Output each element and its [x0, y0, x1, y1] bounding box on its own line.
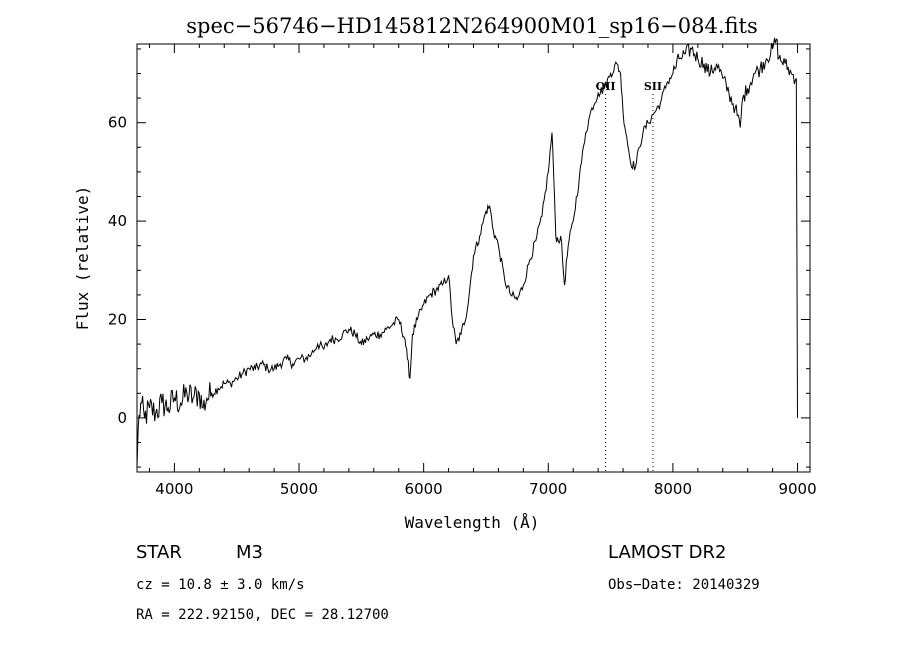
- object-subclass-label: M3: [236, 542, 263, 563]
- x-tick-label: 4000: [155, 480, 193, 498]
- x-tick-label: 5000: [280, 480, 318, 498]
- x-tick-label: 9000: [778, 480, 816, 498]
- spectrum-series-line: [136, 37, 798, 468]
- chart-title: spec−56746−HD145812N264900M01_sp16−084.f…: [186, 14, 758, 38]
- y-axis-label: Flux (relative): [73, 186, 92, 331]
- y-axis-ticks: 0 20 40 60: [108, 48, 810, 468]
- object-class-label: STAR: [136, 542, 182, 563]
- x-axis-label: Wavelength (Å): [405, 513, 540, 532]
- survey-label: LAMOST DR2: [608, 542, 726, 563]
- x-tick-label: 7000: [529, 480, 567, 498]
- y-tick-label: 20: [108, 310, 127, 328]
- annotation-label: SII: [644, 80, 662, 93]
- y-tick-label: 0: [117, 409, 127, 427]
- coordinates-text: RA = 222.92150, DEC = 28.12700: [136, 607, 389, 623]
- redshift-text: cz = 10.8 ± 3.0 km/s: [136, 577, 305, 593]
- line-annotations: OII SII: [596, 80, 662, 472]
- x-tick-label: 6000: [405, 480, 443, 498]
- x-tick-label: 8000: [654, 480, 692, 498]
- y-tick-label: 60: [108, 114, 127, 132]
- x-axis-ticks: 4000 5000 6000 7000 8000 9000: [148, 44, 817, 498]
- obs-date-text: Obs−Date: 20140329: [608, 577, 760, 593]
- y-tick-label: 40: [108, 212, 127, 230]
